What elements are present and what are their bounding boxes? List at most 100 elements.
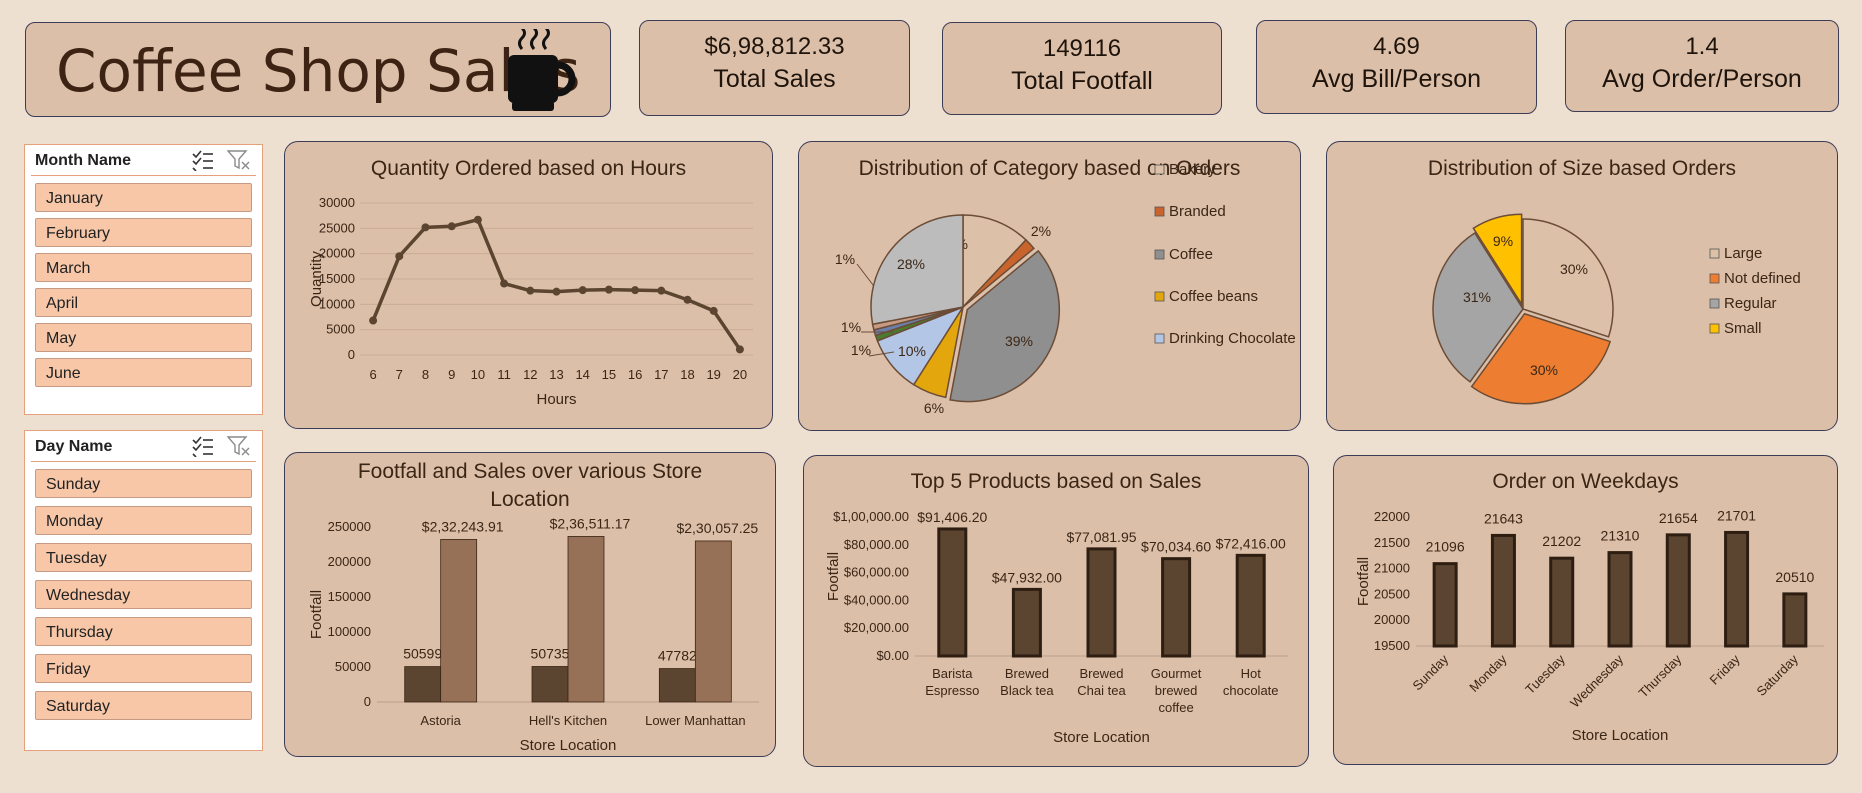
slicer-title: Day Name bbox=[35, 438, 113, 455]
x-axis-label: Store Location bbox=[1053, 729, 1150, 746]
y-tick-label: 50000 bbox=[335, 659, 371, 674]
data-point bbox=[578, 286, 587, 295]
size-pie-chart: 30% 30% 31% 9% Large Not defined Regular Small bbox=[1432, 213, 1801, 405]
y-tick-label: 0 bbox=[364, 694, 371, 709]
slicer-item-sunday[interactable]: Sunday bbox=[35, 469, 252, 498]
data-label: 21310 bbox=[1601, 528, 1640, 544]
data-point bbox=[500, 279, 509, 288]
slicer-item-tuesday[interactable]: Tuesday bbox=[35, 543, 252, 572]
slicer-item-monday[interactable]: Monday bbox=[35, 506, 252, 535]
slicer-item-wednesday[interactable]: Wednesday bbox=[35, 580, 252, 609]
data-label: 28% bbox=[897, 256, 925, 272]
data-label: $47,932.00 bbox=[992, 569, 1062, 585]
data-label: 30% bbox=[1530, 362, 1558, 378]
clear-filter-icon[interactable] bbox=[227, 435, 251, 457]
x-tick-label: 17 bbox=[654, 367, 668, 382]
y-axis-label: Footfall bbox=[1355, 557, 1372, 606]
y-tick-label: $1,00,000.00 bbox=[833, 509, 909, 524]
x-tick-label: 15 bbox=[602, 367, 616, 382]
data-label: 50735 bbox=[531, 645, 570, 661]
kpi-avg-bill: 4.69 Avg Bill/Person bbox=[1256, 20, 1537, 114]
bar bbox=[1086, 547, 1117, 658]
data-label: 30% bbox=[1560, 261, 1588, 277]
data-point bbox=[604, 285, 613, 294]
data-label: 47782 bbox=[658, 648, 697, 664]
x-tick-label: Astoria bbox=[420, 713, 461, 728]
data-point bbox=[552, 287, 561, 296]
data-label: 10% bbox=[898, 343, 926, 359]
y-tick-label: 25000 bbox=[319, 220, 355, 235]
data-label: 50599 bbox=[403, 646, 442, 662]
slicer-item-may[interactable]: May bbox=[35, 323, 252, 352]
legend-swatch bbox=[1154, 206, 1165, 217]
bar bbox=[1665, 533, 1691, 648]
x-tick-label: Gourmet bbox=[1151, 666, 1202, 681]
x-tick-label: Black tea bbox=[1000, 683, 1054, 698]
bar bbox=[440, 539, 478, 703]
slicer-item-thursday[interactable]: Thursday bbox=[35, 617, 252, 646]
data-label: 6% bbox=[924, 400, 944, 416]
slicer-item-june[interactable]: June bbox=[35, 358, 252, 387]
y-tick-label: 200000 bbox=[328, 554, 371, 569]
slicer-item-saturday[interactable]: Saturday bbox=[35, 691, 252, 720]
x-tick-label: Hot bbox=[1241, 666, 1262, 681]
chart-title: Top 5 Products based on Sales bbox=[910, 470, 1202, 493]
page-title: Coffee Shop Sales bbox=[56, 37, 581, 105]
slicer-title: Month Name bbox=[35, 152, 131, 169]
multi-select-icon[interactable] bbox=[191, 435, 215, 457]
pie-slice bbox=[962, 238, 1035, 308]
category-pie-chart-panel: Distribution of Category based on Orders… bbox=[798, 141, 1301, 431]
y-tick-label: $0.00 bbox=[876, 648, 909, 663]
data-point bbox=[421, 223, 430, 232]
legend-label: Not defined bbox=[1724, 270, 1801, 287]
data-point bbox=[526, 286, 535, 295]
hourly-quantity-line-chart: 0 5000 10000 15000 20000 25000 30000 6 7 8 9 10 11 12… bbox=[308, 195, 753, 408]
bar bbox=[1490, 533, 1516, 648]
bar bbox=[1432, 562, 1458, 648]
data-label: 31% bbox=[1463, 289, 1491, 305]
data-label: $72,416.00 bbox=[1216, 535, 1286, 551]
x-tick-label: 18 bbox=[680, 367, 694, 382]
legend-label: Bakery bbox=[1169, 161, 1216, 178]
kpi-label: Avg Bill/Person bbox=[1311, 65, 1482, 93]
store-location-bar-chart: 0 50000 100000 150000 200000 250000 50599 $2,32… bbox=[308, 515, 759, 754]
legend-label: Drinking Chocolate bbox=[1169, 330, 1296, 347]
pie-slice bbox=[1432, 231, 1524, 383]
x-tick-label: 11 bbox=[497, 367, 511, 382]
slicer-item-january[interactable]: January bbox=[35, 183, 252, 212]
data-point bbox=[709, 306, 718, 315]
pie-slice bbox=[1470, 312, 1612, 405]
slicer-item-april[interactable]: April bbox=[35, 288, 252, 317]
category-pie-chart: 12%2%39%6%10%1%1%1%28%BakeryBrandedCoffe… bbox=[835, 161, 1296, 416]
y-tick-label: 150000 bbox=[328, 589, 371, 604]
bar bbox=[937, 527, 968, 658]
x-tick-label: Thursday bbox=[1635, 651, 1684, 700]
pie-slice bbox=[1522, 218, 1614, 338]
kpi-value: 149116 bbox=[1042, 35, 1122, 62]
x-tick-label: Chai tea bbox=[1077, 683, 1126, 698]
bar bbox=[1782, 592, 1808, 648]
kpi-avg-order: 1.4 Avg Order/Person bbox=[1565, 20, 1839, 112]
legend-swatch bbox=[1154, 164, 1165, 175]
slicer-item-friday[interactable]: Friday bbox=[35, 654, 252, 683]
y-tick-label: 15000 bbox=[319, 271, 355, 286]
bar bbox=[1724, 530, 1750, 648]
kpi-label: Avg Order/Person bbox=[1602, 65, 1802, 93]
leader-line bbox=[868, 351, 895, 357]
x-tick-label: Tuesday bbox=[1522, 651, 1568, 697]
slicer-item-march[interactable]: March bbox=[35, 253, 252, 282]
clear-filter-icon[interactable] bbox=[227, 149, 251, 171]
legend-swatch bbox=[1709, 273, 1720, 284]
data-point bbox=[395, 252, 404, 261]
legend-label: Coffee beans bbox=[1169, 288, 1258, 305]
data-label: 21701 bbox=[1717, 507, 1756, 523]
pie-slice bbox=[870, 214, 964, 326]
bar bbox=[531, 666, 569, 703]
data-point bbox=[369, 316, 378, 325]
legend-label: Large bbox=[1724, 245, 1762, 262]
x-tick-label: 7 bbox=[396, 367, 403, 382]
multi-select-icon[interactable] bbox=[191, 149, 215, 171]
x-tick-label: 13 bbox=[549, 367, 563, 382]
top-products-chart-panel: Top 5 Products based on Sales $0.00 $20,0… bbox=[803, 455, 1309, 767]
slicer-item-february[interactable]: February bbox=[35, 218, 252, 247]
